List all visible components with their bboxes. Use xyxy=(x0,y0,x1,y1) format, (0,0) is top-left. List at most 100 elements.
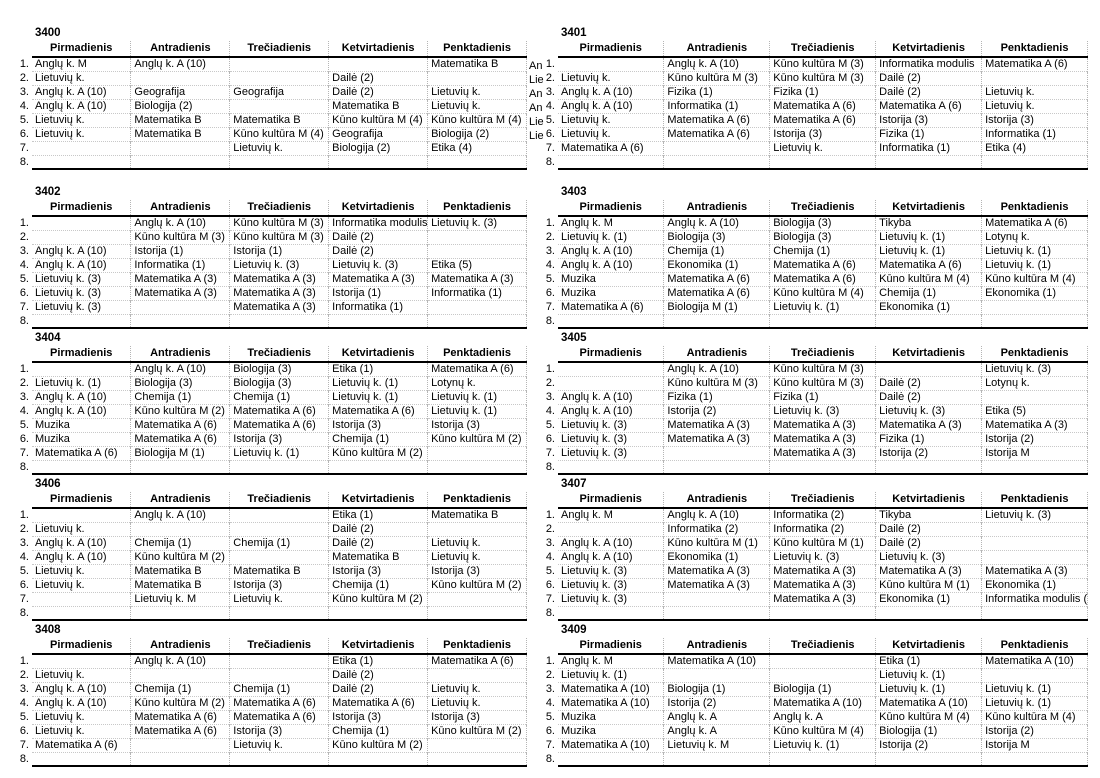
day-header: Trečiadienis xyxy=(769,41,876,58)
lesson-number: 5. xyxy=(545,114,555,126)
day-header: Penktadienis xyxy=(981,638,1088,655)
lesson-cell: Matematika A (10) xyxy=(558,738,664,753)
day-header: Ketvirtadienis xyxy=(875,492,982,509)
lesson-cell: Istorija (3) xyxy=(427,710,527,725)
day-header: Ketvirtadienis xyxy=(875,638,982,655)
lesson-cell: Anglų k. A (10) xyxy=(32,99,131,114)
lesson-cell xyxy=(229,654,329,669)
lesson-cell: Matematika A (3) xyxy=(663,432,770,447)
lesson-cell: Lietuvių k. (1) xyxy=(32,376,131,391)
lesson-number: 7. xyxy=(545,447,555,459)
lesson-cell: Lietuvių k. xyxy=(32,127,131,142)
lesson-number: 5. xyxy=(19,114,29,126)
lesson-cell: Biologija (2) xyxy=(328,141,428,156)
lesson-row: 1. Anglų k. A (10) Etika (1) Matematika B xyxy=(16,508,527,523)
lesson-cell xyxy=(32,508,131,523)
lesson-cell: Anglų k. M xyxy=(561,655,613,667)
lesson-row: 2. Lietuvių k. Dailė (2) xyxy=(16,668,527,683)
day-header: Penktadienis xyxy=(427,346,527,363)
lesson-number: 8. xyxy=(19,155,29,168)
lesson-cell: Kūno kultūra M (4) xyxy=(875,272,982,287)
lesson-cell xyxy=(130,314,230,329)
lesson-row: 4. Anglų k. A (10) Kūno kultūra M (2) Matem… xyxy=(16,696,527,711)
lesson-cell xyxy=(663,141,770,156)
lesson-row: 3. Anglų k. A (10) Chemija (1) Chemija (1) D… xyxy=(16,682,527,697)
row-number-header xyxy=(16,346,32,362)
lesson-cell: Etika (1) xyxy=(328,654,428,669)
lesson-cell: Muzika xyxy=(32,418,131,433)
lesson-number: 6. xyxy=(545,433,555,445)
day-header: Trečiadienis xyxy=(229,492,329,509)
lesson-cell: Lietuvių k. xyxy=(229,141,329,156)
lesson-cell: Anglų k. A (10) xyxy=(130,362,230,377)
lesson-number: 4. xyxy=(19,697,29,709)
lesson-cell: Lotynų k. xyxy=(981,230,1088,245)
timetable-table: Pirmadienis Antradienis Trečiadienis Ketvir… xyxy=(16,200,527,329)
lesson-cell: Chemija (1) xyxy=(328,724,428,739)
lesson-cell: Lietuvių k. (3) xyxy=(558,578,664,593)
lesson-number: 1. xyxy=(545,216,555,229)
day-header: Penktadienis xyxy=(427,200,527,217)
lesson-cell xyxy=(981,314,1088,329)
lesson-number: 5. xyxy=(19,711,29,723)
lesson-number: 4. xyxy=(19,405,29,417)
lesson-cell: Dailė (2) xyxy=(875,536,982,551)
lesson-number: 4. xyxy=(545,259,555,271)
lesson-cell xyxy=(427,592,527,607)
lesson-cell xyxy=(32,141,131,156)
day-header: Pirmadienis xyxy=(32,200,131,217)
lesson-cell: Lietuvių k. (3) xyxy=(875,550,982,565)
day-header-row: Pirmadienis Antradienis Trečiadienis Ketvir… xyxy=(16,41,527,58)
lesson-cell: Matematika B xyxy=(427,508,527,523)
day-header-row: Pirmadienis Antradienis Trečiadienis Ketvir… xyxy=(542,492,1088,509)
lesson-cell: Lotynų k. xyxy=(427,376,527,391)
lesson-cell: Biologija (1) xyxy=(875,724,982,739)
lesson-cell: Ekonomika (1) xyxy=(875,592,982,607)
lesson-cell xyxy=(663,752,770,767)
lesson-number: 6. xyxy=(545,287,555,299)
lesson-number: 4. xyxy=(545,100,555,112)
lesson-cell: Lietuvių k. (3) xyxy=(427,216,527,231)
lesson-number: 1. xyxy=(545,654,555,667)
lesson-number: 6. xyxy=(545,128,555,140)
lesson-cell xyxy=(663,314,770,329)
lesson-number: 7. xyxy=(545,142,555,154)
lesson-cell: Matematika B xyxy=(130,113,230,128)
lesson-cell xyxy=(32,216,131,231)
class-timetable: 3401 Pirmadienis Antradienis Trečiadienis K… xyxy=(542,27,1088,170)
lesson-number: 3. xyxy=(545,537,555,549)
day-header: Pirmadienis xyxy=(558,41,664,58)
lesson-cell: Kūno kultūra M (3) xyxy=(769,71,876,86)
lesson-row: 3. Anglų k. A (10) Chemija (1) Chemija (1) L… xyxy=(16,390,527,405)
lesson-number: 3. xyxy=(19,537,29,549)
lesson-cell: Matematika A (3) xyxy=(328,272,428,287)
lesson-cell: Informatika (1) xyxy=(328,300,428,315)
lesson-cell xyxy=(427,668,527,683)
lesson-row: 6. Lietuvių k. Matematika A (6) Istorija (3… xyxy=(16,724,527,739)
lesson-row: 4. Anglų k. A (10) Kūno kultūra M (2) Matem… xyxy=(16,404,527,419)
class-number: 3406 xyxy=(35,478,61,490)
lesson-cell xyxy=(328,606,428,621)
lesson-cell: Biologija (3) xyxy=(769,216,876,231)
lesson-cell: Kūno kultūra M (3) xyxy=(663,71,770,86)
lesson-cell: Kūno kultūra M (3) xyxy=(769,376,876,391)
lesson-cell xyxy=(663,460,770,475)
lesson-cell: Anglų k. A (10) xyxy=(558,244,664,259)
lesson-number: 4. xyxy=(19,259,29,271)
lesson-cell: Muzika xyxy=(558,710,664,725)
lesson-row: 7. Lietuvių k. (3) Matematika A (3) Informa… xyxy=(16,300,527,315)
lesson-number: 4. xyxy=(545,551,555,563)
lesson-cell: Matematika A (10) xyxy=(875,696,982,711)
day-header: Ketvirtadienis xyxy=(328,346,428,363)
lesson-cell: Anglų k. A (10) xyxy=(663,216,770,231)
lesson-cell xyxy=(427,300,527,315)
lesson-cell: Lietuvių k. (3) xyxy=(32,272,131,287)
clipped-text: An xyxy=(529,60,543,72)
lesson-cell xyxy=(328,314,428,329)
lesson-row: 8. xyxy=(16,314,527,329)
lesson-cell: Kūno kultūra M (2) xyxy=(427,432,527,447)
day-header: Penktadienis xyxy=(981,41,1088,58)
lesson-cell: Lietuvių k. (1) xyxy=(229,446,329,461)
lesson-cell xyxy=(229,314,329,329)
class-timetable: 3402 Pirmadienis Antradienis Trečiadienis K… xyxy=(16,186,527,329)
